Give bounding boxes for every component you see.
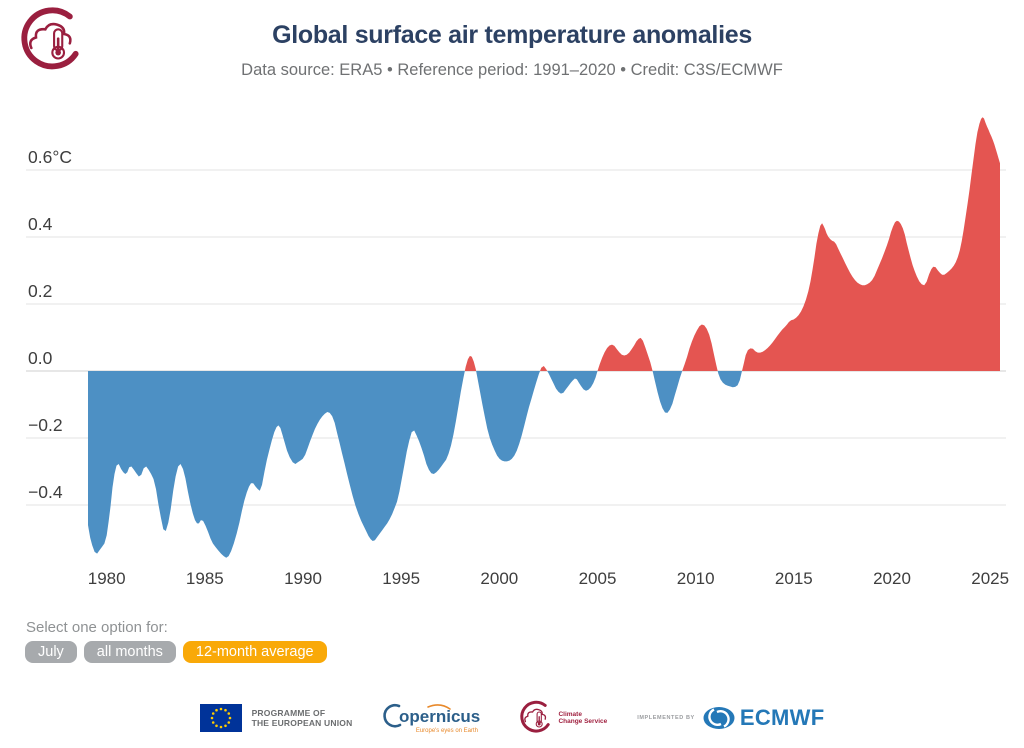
x-tick-label: 2000 (480, 569, 518, 588)
page-title: Global surface air temperature anomalies (272, 21, 752, 49)
negative-anomaly-area (88, 371, 1000, 558)
y-tick-label: 0.6°C (28, 147, 72, 167)
ecmwf-block: IMPLEMENTED BY ECMWF (637, 705, 824, 731)
x-tick-label: 1980 (88, 569, 126, 588)
chart-area: 0.6°C 0.4 0.2 0.0 −0.2 −0.4 1980 1985 1990 1995 20… (0, 95, 1024, 605)
controls-prompt: Select one option for: (26, 619, 168, 636)
ecmwf-label: ECMWF (739, 705, 825, 730)
y-tick-label: −0.4 (28, 482, 63, 502)
c3s-footer-logo: Climate Change Service (516, 700, 607, 736)
eu-flag-icon (199, 704, 242, 732)
eu-programme-label: PROGRAMME OF THE EUROPEAN UNION (251, 708, 353, 728)
option-all-months[interactable]: all months (83, 641, 176, 663)
x-tick-label: 1990 (284, 569, 322, 588)
c3s-footer-icon (520, 700, 551, 733)
y-tick-label: 0.2 (28, 281, 52, 301)
eu-programme-block: PROGRAMME OF THE EUROPEAN UNION (199, 704, 353, 732)
x-tick-label: 2020 (873, 569, 911, 588)
option-12-month-average[interactable]: 12-month average (182, 641, 327, 663)
x-tick-label: 2015 (775, 569, 813, 588)
c3s-footer-label: Climate Change Service (558, 710, 608, 726)
svg-text:opernicus: opernicus (399, 707, 480, 726)
x-tick-label: 2010 (677, 569, 715, 588)
c3s-logo (21, 7, 79, 70)
positive-anomaly-area (88, 117, 1000, 371)
x-tick-label: 2005 (579, 569, 617, 588)
footer-logos: PROGRAMME OF THE EUROPEAN UNION opernicu… (0, 694, 1024, 742)
y-tick-label: −0.2 (28, 415, 63, 435)
x-tick-label: 1985 (186, 569, 224, 588)
copernicus-logo-icon: opernicus Europe's eyes on Earth (383, 704, 481, 734)
implemented-by-label: IMPLEMENTED BY (637, 715, 695, 721)
copernicus-logo: opernicus Europe's eyes on Earth (382, 699, 486, 737)
option-july[interactable]: July (25, 641, 77, 663)
ecmwf-logo-icon (703, 707, 735, 729)
svg-text:Europe's eyes on Earth: Europe's eyes on Earth (416, 728, 478, 734)
chart-subtitle: Data source: ERA5 • Reference period: 19… (241, 61, 783, 79)
y-tick-label: 0.4 (28, 214, 53, 234)
x-tick-label: 1995 (382, 569, 420, 588)
y-tick-label: 0.0 (28, 348, 53, 368)
anomaly-area-chart: 0.6°C 0.4 0.2 0.0 −0.2 −0.4 1980 1985 1990 1995 20… (26, 117, 1009, 588)
x-tick-label: 2025 (971, 569, 1009, 588)
chart-controls: Select one option for: July all months 1… (25, 619, 327, 663)
option-pill-row: July all months 12-month average (25, 641, 327, 663)
